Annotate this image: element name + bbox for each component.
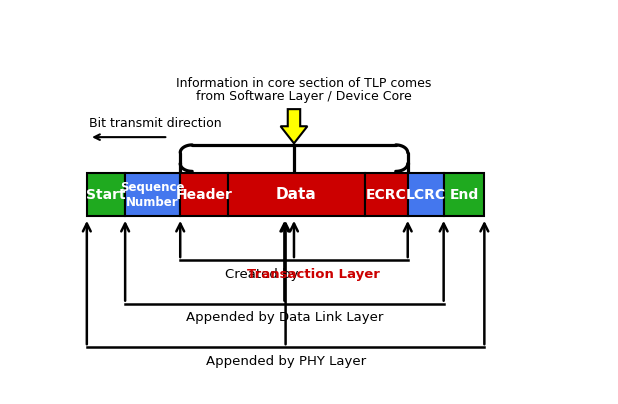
Text: Transaction Layer: Transaction Layer — [247, 267, 380, 280]
Text: Start: Start — [86, 188, 126, 202]
Bar — [444, 173, 485, 217]
Bar — [180, 173, 228, 217]
Text: Header: Header — [176, 188, 232, 202]
Text: Appended by Data Link Layer: Appended by Data Link Layer — [185, 311, 383, 324]
Bar — [365, 173, 408, 217]
Polygon shape — [281, 109, 307, 143]
Text: End: End — [449, 188, 478, 202]
Text: ECRC: ECRC — [366, 188, 407, 202]
Text: Data: Data — [276, 187, 317, 202]
Text: Appended by PHY Layer: Appended by PHY Layer — [206, 355, 366, 368]
Bar — [125, 173, 180, 217]
Text: Information in core section of TLP comes: Information in core section of TLP comes — [176, 78, 431, 90]
Bar — [87, 173, 125, 217]
Bar — [228, 173, 365, 217]
Text: Sequence
Number: Sequence Number — [121, 181, 185, 209]
Text: from Software Layer / Device Core: from Software Layer / Device Core — [196, 90, 412, 103]
Text: Created by: Created by — [224, 267, 302, 280]
Text: Bit transmit direction: Bit transmit direction — [89, 117, 222, 130]
Text: LCRC: LCRC — [405, 188, 446, 202]
Bar — [408, 173, 444, 217]
